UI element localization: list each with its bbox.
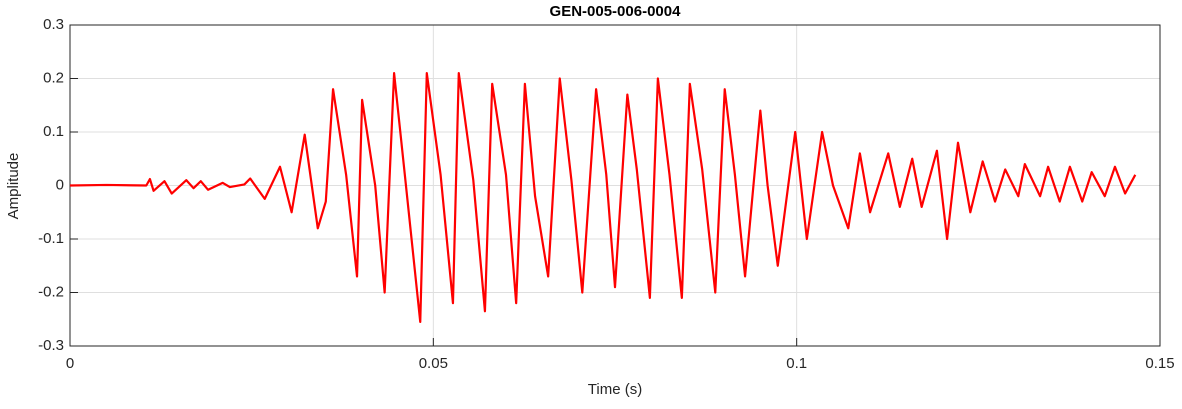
chart-title: GEN-005-006-0004 — [550, 3, 682, 20]
y-tick-label: 0.1 — [43, 123, 64, 140]
x-axis-label: Time (s) — [588, 381, 642, 398]
y-tick-label: 0.3 — [43, 16, 64, 33]
y-axis-label: Amplitude — [5, 153, 22, 220]
y-tick-label: -0.1 — [38, 230, 64, 247]
waveform-line — [69, 72, 1137, 324]
x-tick-label: 0.15 — [1145, 355, 1174, 372]
x-tick-label: 0 — [66, 355, 74, 372]
y-tick-label: 0 — [56, 176, 64, 193]
y-tick-label: -0.3 — [38, 337, 64, 354]
x-tick-label: 0.05 — [419, 355, 448, 372]
y-tick-label: -0.2 — [38, 283, 64, 300]
y-tick-label: 0.2 — [43, 69, 64, 86]
x-tick-label: 0.1 — [786, 355, 807, 372]
